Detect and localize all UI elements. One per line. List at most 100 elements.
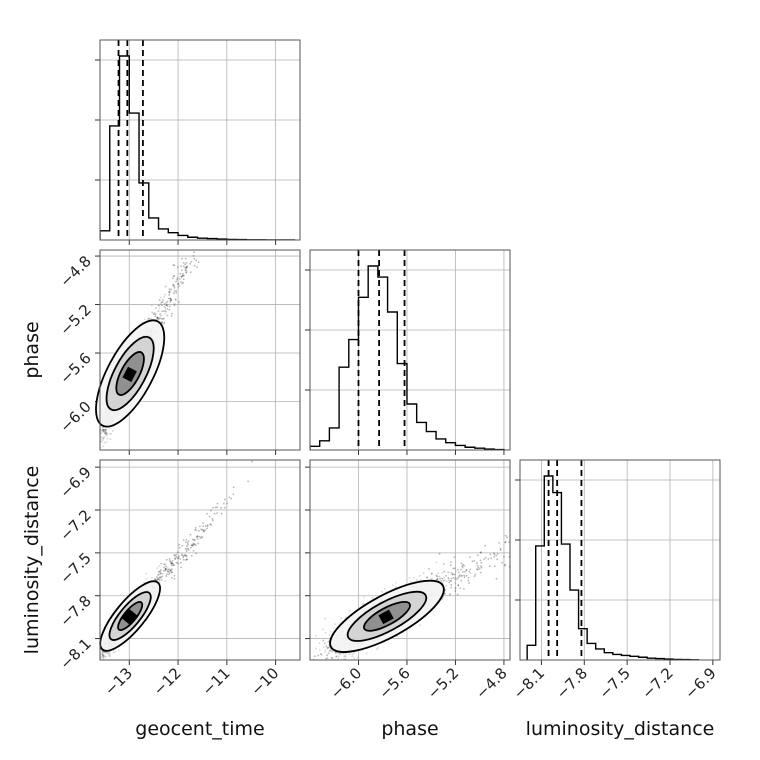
sample-point bbox=[103, 432, 106, 434]
sample-point bbox=[164, 568, 167, 570]
sample-point bbox=[160, 317, 163, 320]
sample-point bbox=[172, 563, 175, 565]
sample-point bbox=[185, 555, 188, 558]
sample-point bbox=[89, 453, 91, 455]
sample-point bbox=[186, 542, 189, 545]
sample-point bbox=[110, 433, 113, 435]
sample-point bbox=[184, 267, 187, 269]
sample-point bbox=[185, 266, 188, 269]
sample-point bbox=[106, 437, 109, 440]
sample-point bbox=[90, 449, 92, 451]
sample-point bbox=[160, 578, 163, 580]
sample-point bbox=[94, 654, 96, 656]
sample-point bbox=[159, 296, 162, 299]
sample-point bbox=[169, 560, 172, 563]
density-contours bbox=[95, 319, 166, 428]
sample-point bbox=[96, 427, 98, 429]
sample-point bbox=[104, 428, 106, 431]
sample-point bbox=[199, 537, 202, 539]
sample-point bbox=[91, 437, 93, 439]
sample-point bbox=[204, 529, 207, 531]
corner-panels: −6.0−5.6−5.2−4.8−13 −12 −11 −10−8.1−7.8−7.5… bbox=[56, 39, 721, 703]
sample-point bbox=[211, 519, 214, 522]
sample-point bbox=[106, 433, 109, 436]
sample-point bbox=[167, 570, 169, 573]
sample-point bbox=[209, 217, 211, 219]
sample-point bbox=[222, 188, 224, 190]
sample-point bbox=[185, 270, 188, 273]
sample-point bbox=[255, 126, 257, 128]
sample-point bbox=[151, 311, 153, 314]
sample-point bbox=[102, 428, 104, 431]
sample-point bbox=[160, 314, 163, 317]
sample-point bbox=[168, 308, 171, 311]
sample-point bbox=[257, 135, 259, 137]
y-tick-label: −8.1 bbox=[56, 635, 94, 673]
sample-point bbox=[170, 571, 173, 574]
sample-point bbox=[202, 529, 205, 532]
sample-point bbox=[181, 275, 184, 277]
sample-point bbox=[92, 667, 94, 669]
sample-point bbox=[168, 572, 171, 574]
sample-point bbox=[94, 670, 96, 672]
sample-point bbox=[100, 438, 103, 440]
sample-point bbox=[102, 655, 104, 658]
sample-point bbox=[160, 562, 163, 565]
sample-point bbox=[168, 294, 171, 296]
sample-point bbox=[145, 578, 148, 581]
sample-point bbox=[190, 544, 193, 547]
sample-point bbox=[168, 305, 171, 308]
panel-frame bbox=[99, 39, 301, 241]
sample-point bbox=[94, 657, 96, 659]
sample-point bbox=[90, 678, 92, 680]
sample-point bbox=[156, 578, 159, 581]
sample-point bbox=[187, 543, 189, 546]
sample-point bbox=[159, 570, 162, 573]
sample-point bbox=[93, 662, 95, 664]
sample-point bbox=[185, 541, 187, 544]
sample-point bbox=[96, 657, 98, 659]
sample-point bbox=[89, 440, 91, 442]
sample-point bbox=[173, 290, 176, 292]
sample-point bbox=[94, 656, 96, 658]
sample-point bbox=[105, 434, 108, 437]
sample-point bbox=[173, 286, 176, 289]
sample-point bbox=[84, 451, 86, 453]
sample-point bbox=[182, 555, 185, 557]
sample-point bbox=[95, 441, 97, 443]
sample-point bbox=[216, 512, 219, 514]
sample-point bbox=[194, 539, 196, 541]
sample-point bbox=[94, 649, 96, 651]
sample-point bbox=[160, 321, 163, 323]
sample-point bbox=[101, 651, 104, 654]
sample-point bbox=[185, 554, 188, 557]
sample-point bbox=[158, 304, 161, 307]
sample-point bbox=[98, 646, 100, 648]
sample-point bbox=[156, 316, 159, 319]
sample-point bbox=[96, 657, 98, 659]
sample-point bbox=[175, 556, 178, 558]
sample-point bbox=[173, 574, 176, 577]
sample-point bbox=[222, 502, 225, 505]
sample-point bbox=[216, 502, 219, 505]
sample-point bbox=[186, 265, 189, 268]
sample-point bbox=[98, 649, 100, 651]
sample-point bbox=[204, 525, 207, 527]
sample-point bbox=[93, 448, 95, 450]
sample-point bbox=[223, 498, 226, 501]
sample-point bbox=[102, 437, 105, 440]
sample-point bbox=[102, 445, 105, 448]
sample-point bbox=[181, 257, 183, 260]
sample-point bbox=[203, 235, 205, 237]
sample-point bbox=[101, 430, 103, 432]
sample-point bbox=[104, 428, 106, 431]
sample-point bbox=[85, 459, 87, 461]
sample-point bbox=[168, 288, 171, 290]
sample-point bbox=[161, 572, 164, 575]
sample-point bbox=[175, 561, 178, 564]
sample-point bbox=[95, 448, 97, 450]
sample-point bbox=[168, 292, 171, 294]
sample-point bbox=[108, 652, 111, 655]
sample-point bbox=[198, 530, 200, 532]
sample-point bbox=[90, 454, 92, 456]
